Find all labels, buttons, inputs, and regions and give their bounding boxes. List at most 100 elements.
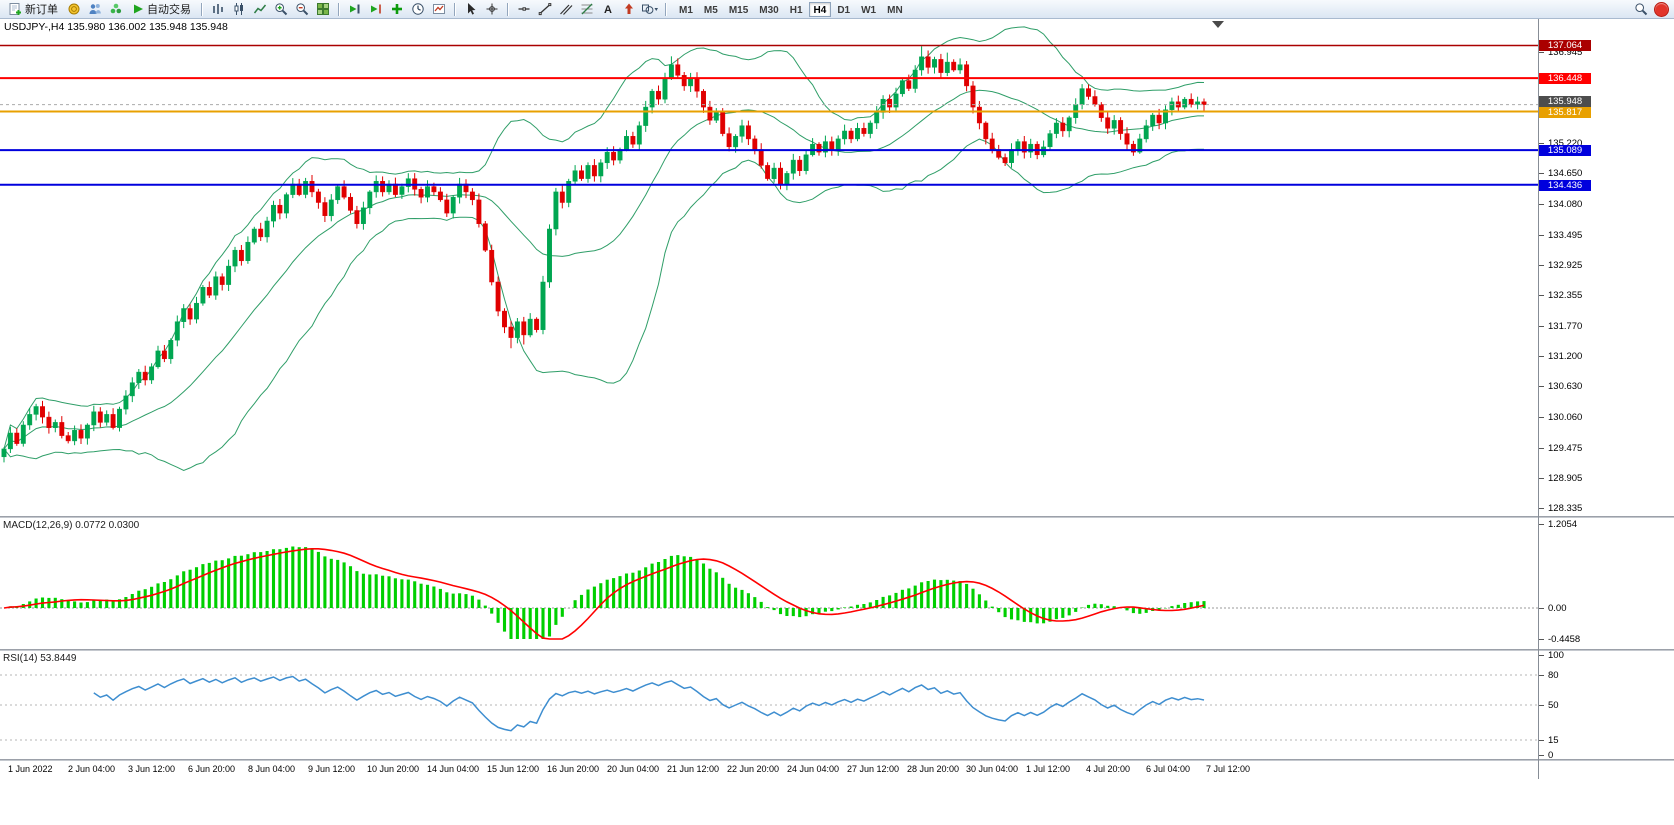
chart-shift-button[interactable] [366,0,386,18]
separator [201,2,203,16]
cursor-tool-button[interactable] [461,0,481,18]
separator [507,2,509,16]
bollinger-bands [3,26,1205,472]
timeframe-M1[interactable]: M1 [674,2,698,17]
time-label: 21 Jun 12:00 [667,764,720,774]
axis-tick [1539,295,1544,296]
line-chart-mode-button[interactable] [250,0,270,18]
timeframe-W1[interactable]: W1 [856,2,881,17]
indicators-button[interactable] [387,0,407,18]
text-tool[interactable]: A [598,0,618,18]
zoom-in-button[interactable] [271,0,291,18]
axis-tick [1539,173,1544,174]
zoom-out-button[interactable] [292,0,312,18]
axis-tick [1539,326,1544,327]
shapes-tool[interactable] [640,0,660,18]
auto-trading-label: 自动交易 [147,4,191,16]
clock-icon [412,3,424,15]
line-chart-icon [253,4,267,14]
chart-ohlc-readout: USDJPY-,H4 135.980 136.002 135.948 135.9… [4,21,228,33]
timeframe-H4[interactable]: H4 [808,1,832,17]
chart-shift-icon [371,4,381,14]
timeframe-H1[interactable]: H1 [785,2,808,17]
text-tool-icon: A [604,4,612,16]
main-chart-pane[interactable]: USDJPY-,H4 135.980 136.002 135.948 135.9… [0,19,1538,516]
crosshair-tool-button[interactable] [482,0,502,18]
axis-label: 15 [1548,735,1559,746]
axis-label: 129.475 [1548,443,1583,454]
axis-label: 131.200 [1548,351,1583,362]
auto-trading-button[interactable]: 自动交易 [127,1,196,18]
macd-histogram [8,546,1206,639]
channel-tool[interactable] [556,0,576,18]
alert-badge[interactable] [1654,1,1669,17]
timeframe-M5[interactable]: M5 [699,2,723,17]
periods-button[interactable] [408,0,428,18]
arrows-tool[interactable] [619,0,639,18]
rsi-line [93,675,1205,732]
macd-label: MACD(12,26,9) 0.0772 0.0300 [3,520,140,531]
fibonacci-tool[interactable] [577,0,597,18]
search-icon [1635,3,1648,16]
chart-shift-marker[interactable] [1212,21,1224,28]
trendline-tool[interactable] [535,0,555,18]
timeframe-D1[interactable]: D1 [832,2,855,17]
axis-tick [1539,755,1544,756]
price-axis[interactable]: 136.945 135.220 134.650 134.080 133.495 132.9… [1539,19,1674,825]
pane-divider[interactable] [0,516,1674,518]
axis-tick [1539,143,1544,144]
time-label: 15 Jun 12:00 [487,764,540,774]
bar-chart-icon [213,4,223,14]
time-label: 30 Jun 04:00 [966,764,1019,774]
auto-scroll-button[interactable] [345,0,365,18]
axis-label: 0 [1548,750,1554,761]
separator [454,2,456,16]
horizontal-line-tool[interactable] [514,0,534,18]
axis-label: 130.630 [1548,381,1583,392]
time-label: 6 Jun 20:00 [188,764,236,774]
pane-divider[interactable] [0,649,1674,651]
templates-button[interactable] [429,0,449,18]
new-order-icon [9,3,21,15]
cursor-icon [468,3,476,15]
time-label: 14 Jun 04:00 [427,764,480,774]
play-icon [134,4,143,14]
search-button[interactable] [1631,0,1651,18]
axis-label: 133.495 [1548,230,1583,241]
macd-canvas[interactable] [0,518,1538,649]
rsi-canvas[interactable] [0,651,1538,759]
candlestick-mode-button[interactable] [229,0,249,18]
market-watch-icon[interactable] [64,0,84,18]
axis-label: 50 [1548,700,1559,711]
axis-label: 132.925 [1548,260,1583,271]
new-order-button[interactable]: 新订单 [3,1,63,18]
time-label: 16 Jun 20:00 [547,764,600,774]
macd-pane[interactable]: MACD(12,26,9) 0.0772 0.0300 [0,518,1538,649]
bar-chart-mode-button[interactable] [208,0,228,18]
axis-tick [1539,639,1544,640]
axis-tick [1539,524,1544,525]
timeframe-MN[interactable]: MN [882,2,908,17]
arrow-shape-icon [625,3,633,14]
rsi-label: RSI(14) 53.8449 [3,653,77,664]
axis-label: 136.945 [1548,47,1583,58]
separator [665,2,667,16]
time-axis[interactable]: 1 Jun 2022 2 Jun 04:00 3 Jun 12:00 6 Jun 20… [0,761,1538,779]
rsi-pane[interactable]: RSI(14) 53.8449 [0,651,1538,759]
price-badge: 134.436 [1539,180,1591,191]
green-dots-icon [110,3,122,14]
axis-tick [1539,204,1544,205]
gold-coin-icon [68,3,80,15]
timeframe-M30[interactable]: M30 [754,2,783,17]
axis-label: 0.00 [1548,603,1567,614]
time-label: 20 Jun 04:00 [607,764,660,774]
axis-tick [1539,675,1544,676]
timeframe-M15[interactable]: M15 [724,2,753,17]
tile-windows-button[interactable] [313,0,333,18]
axis-label: 128.905 [1548,473,1583,484]
accounts-icon[interactable] [85,0,105,18]
price-canvas[interactable] [0,19,1538,516]
crosshair-icon [486,3,498,15]
time-label: 1 Jun 2022 [8,764,53,774]
terminal-icon[interactable] [106,0,126,18]
